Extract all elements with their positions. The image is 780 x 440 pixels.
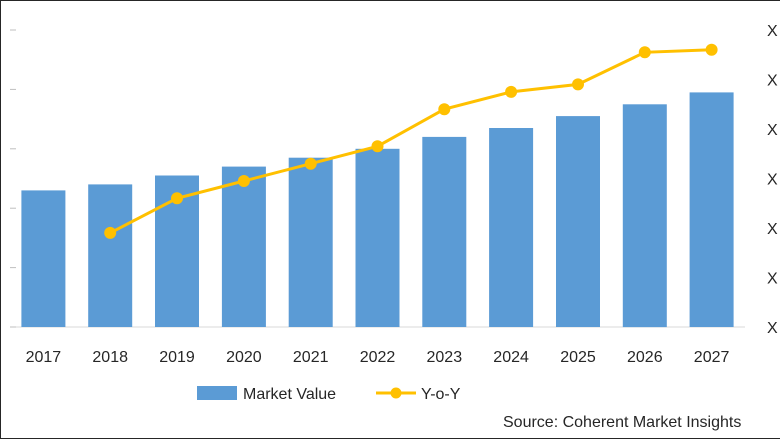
bar-2027 [689,92,734,328]
legend-swatch-yoy-marker [390,387,402,399]
line-series [104,43,718,239]
right-axis-tick-label: X [767,23,778,40]
x-tick-label: 2019 [159,349,195,366]
x-tick-label: 2018 [92,349,128,366]
yoy-point-2023 [438,103,451,116]
yoy-line [109,48,712,235]
right-axis-tick-label: X [767,73,778,90]
x-tick-label: 2022 [360,349,396,366]
bar-2017 [21,190,66,327]
right-axis-tick-label: X [767,221,778,238]
x-tick-label: 2025 [560,349,596,366]
bar-2025 [556,116,600,327]
bar-2021 [288,157,333,327]
bar-2018 [88,184,133,327]
right-axis-tick-label: X [767,122,778,139]
bar-2020 [221,166,266,327]
x-tick-label: 2017 [26,349,62,366]
legend-label-market-value: Market Value [243,386,336,403]
x-axis-ticks: 2017 2018 2019 2020 2021 2022 2023 2024 2025 2026… [26,349,730,366]
yoy-point-2025 [572,78,584,91]
legend-swatch-market-value [197,386,237,400]
bar-2022 [355,148,400,327]
yoy-point-2021 [304,157,317,170]
right-axis-ticks: X X X X X X X [767,23,778,337]
yoy-point-2019 [171,192,183,205]
x-tick-label: 2027 [694,349,730,366]
yoy-point-2026 [638,46,651,59]
yoy-point-2027 [705,43,718,56]
yoy-point-2020 [237,175,250,187]
bar-2024 [489,128,534,327]
yoy-point-2022 [371,140,384,153]
left-axis-ticks [10,29,16,328]
x-tick-label: 2026 [627,349,663,366]
yoy-point-2024 [505,85,518,98]
legend: Market Value Y-o-Y [197,386,461,403]
bar-series [21,92,734,328]
source-text: Source: Coherent Market Insights [503,414,741,431]
x-tick-label: 2020 [226,349,262,366]
x-tick-label: 2021 [293,349,329,366]
right-axis-tick-label: X [767,271,778,288]
bar-2023 [422,136,467,327]
x-tick-label: 2023 [427,349,463,366]
x-tick-label: 2024 [493,349,529,366]
legend-label-yoy: Y-o-Y [421,386,461,403]
bar-2026 [622,104,667,328]
yoy-point-2018 [104,226,117,239]
right-axis-tick-label: X [767,172,778,189]
right-axis-tick-label: X [767,320,778,337]
